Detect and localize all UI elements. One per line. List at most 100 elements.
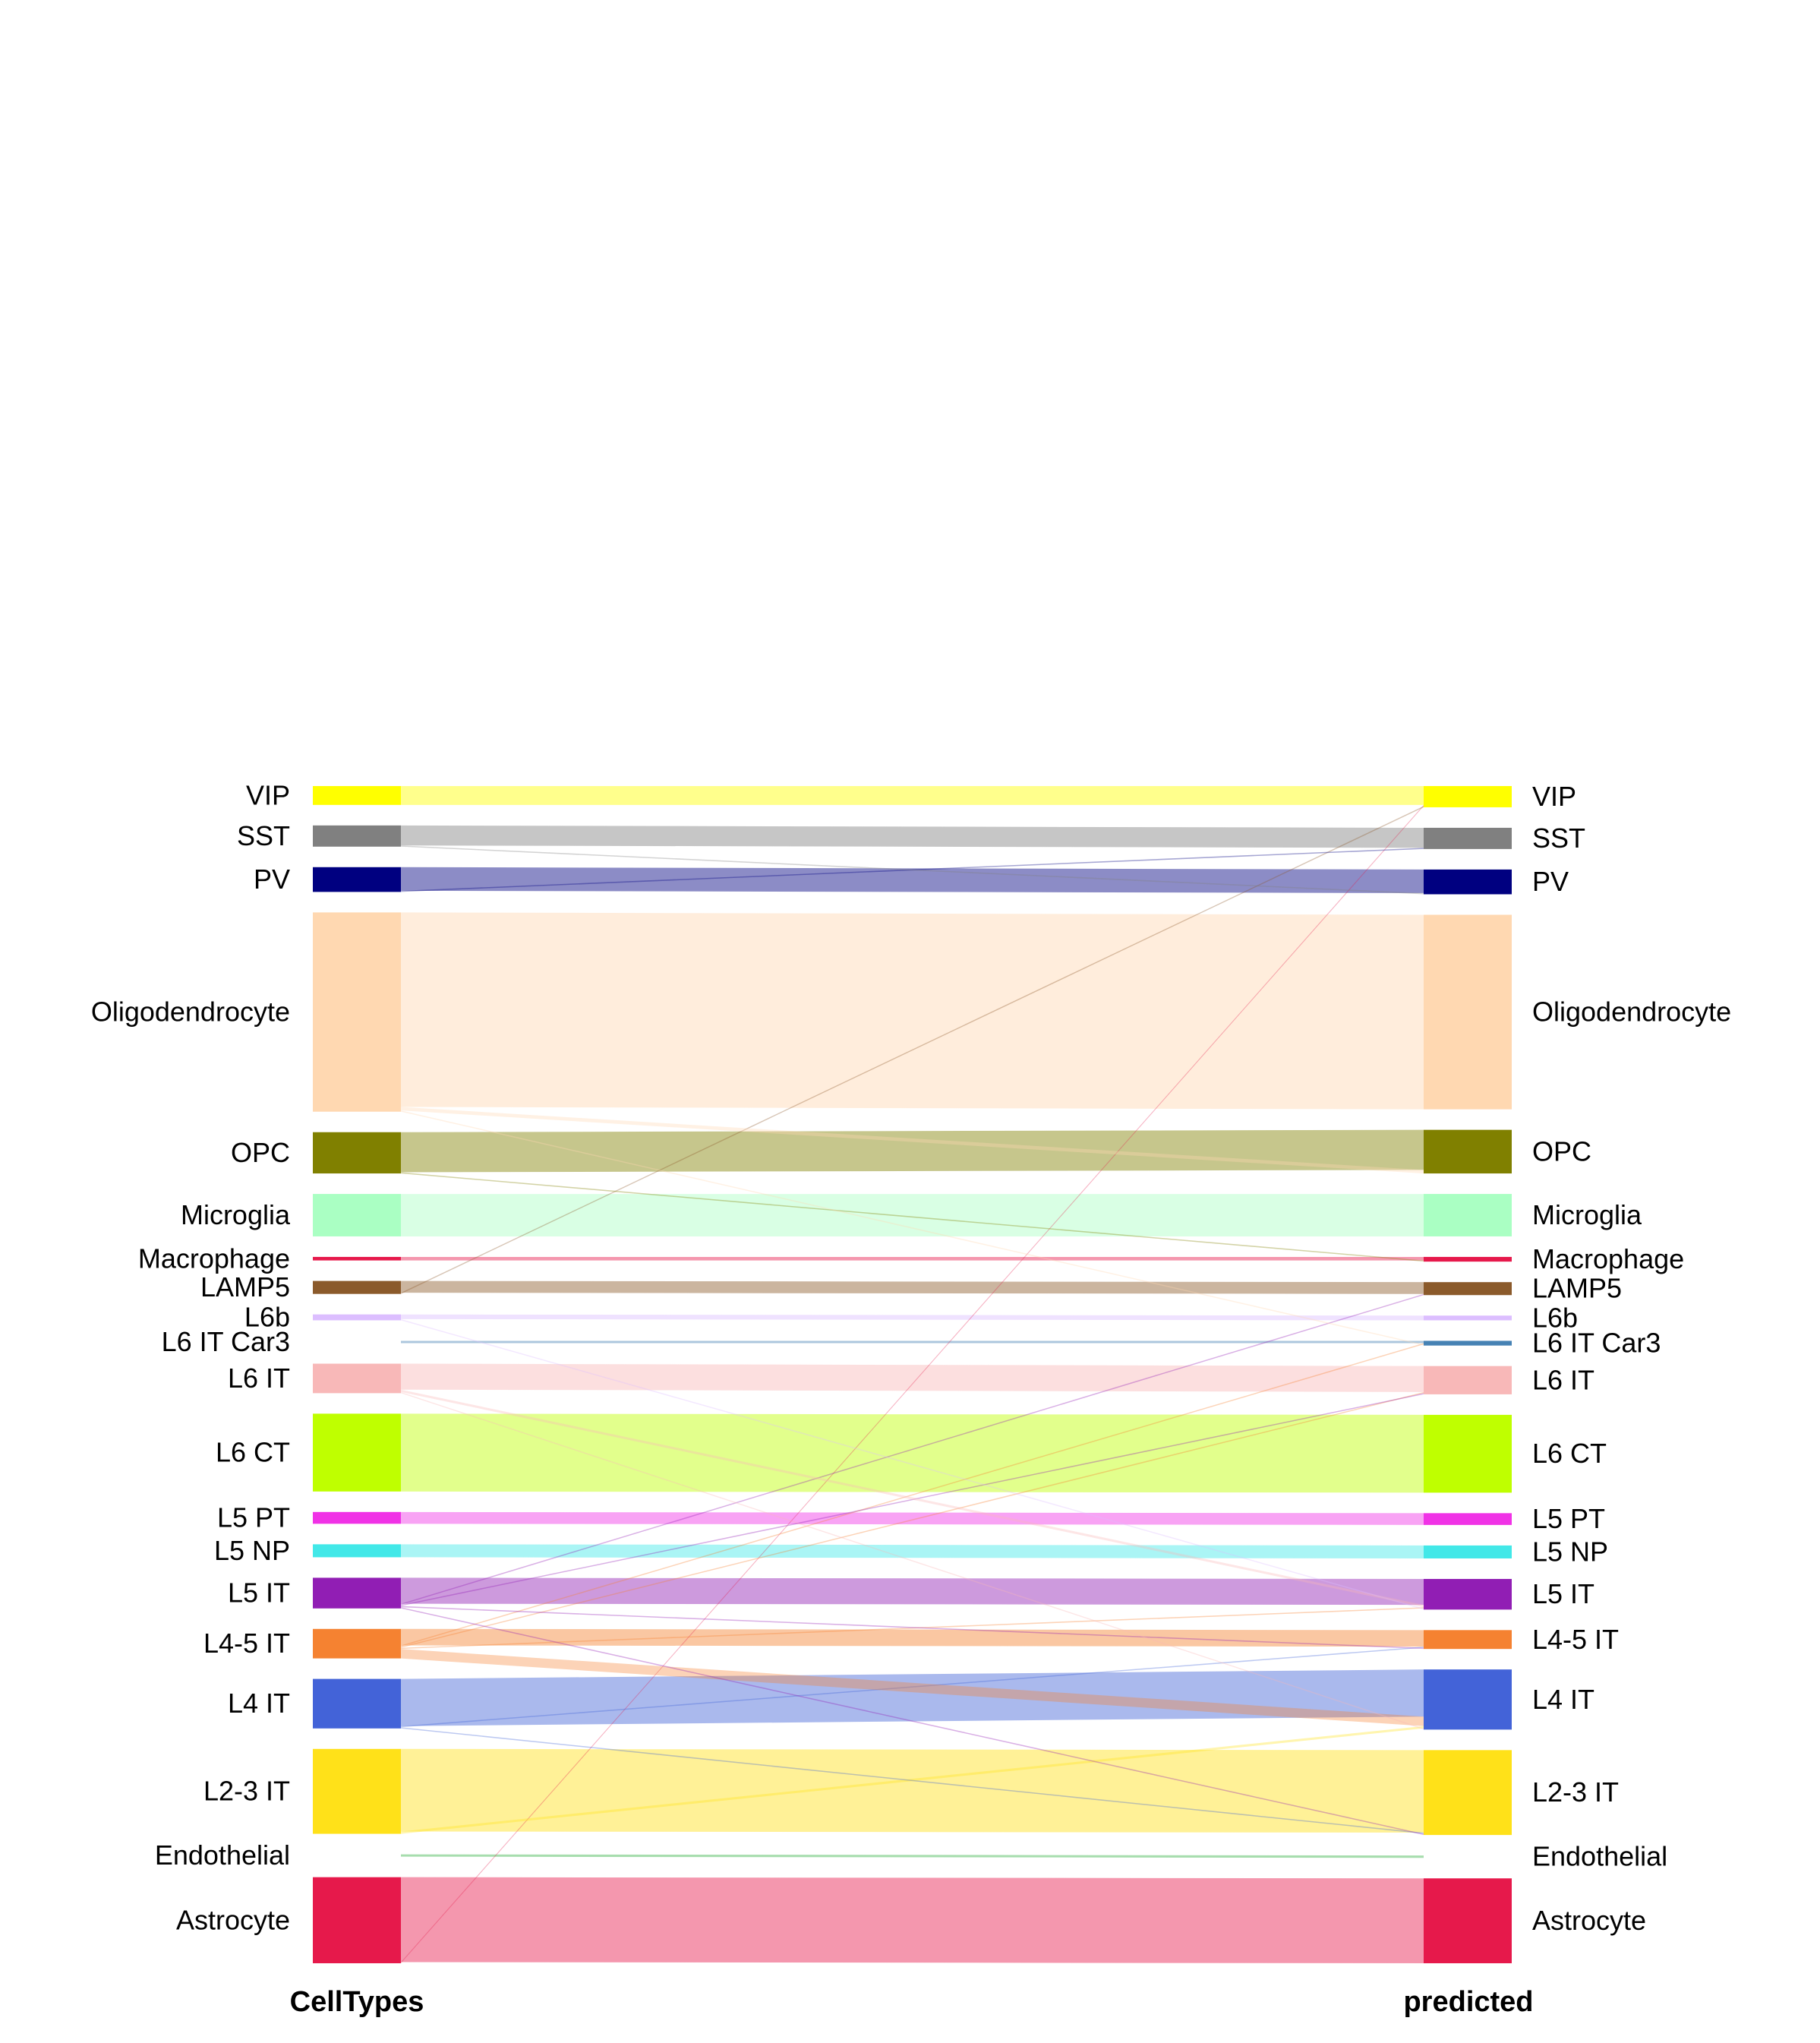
flow-l2-3-it-to-l4-it bbox=[401, 1726, 1424, 1834]
right-node-pv bbox=[1424, 869, 1512, 895]
left-axis-nodes bbox=[313, 786, 401, 1963]
flow-l6-ct-to-l6-ct bbox=[401, 1413, 1424, 1493]
flow-l5-it-to-l4-5-it bbox=[401, 1606, 1424, 1650]
right-node-l5-np bbox=[1424, 1545, 1512, 1558]
left-label-pv: PV bbox=[254, 864, 290, 895]
right-node-opc bbox=[1424, 1129, 1512, 1174]
flow-sst-to-pv bbox=[401, 845, 1424, 895]
flow-l6-it-to-l4-it bbox=[401, 1391, 1424, 1730]
left-node-l6b bbox=[313, 1314, 401, 1321]
flow-l5-it-to-l5-it bbox=[401, 1577, 1424, 1606]
left-node-l5-pt bbox=[313, 1511, 401, 1524]
right-node-macrophage bbox=[1424, 1256, 1512, 1262]
right-label-astrocyte: Astrocyte bbox=[1532, 1905, 1646, 1936]
flow-opc-to-macrophage bbox=[401, 1172, 1424, 1262]
left-node-astrocyte bbox=[313, 1877, 401, 1963]
flow-l4-5-it-to-l4-5-it bbox=[401, 1628, 1424, 1647]
left-label-l6-it: L6 IT bbox=[228, 1363, 290, 1394]
left-label-l5-pt: L5 PT bbox=[217, 1502, 290, 1533]
left-label-astrocyte: Astrocyte bbox=[176, 1904, 290, 1935]
right-label-l6-it-car3: L6 IT Car3 bbox=[1532, 1328, 1661, 1359]
node-labels: VIP VIP SST SST PV PV Oligodendrocyte Oligodend… bbox=[91, 779, 1731, 1936]
left-node-microglia bbox=[313, 1194, 401, 1236]
left-label-macrophage: Macrophage bbox=[138, 1243, 290, 1274]
left-label-lamp5: LAMP5 bbox=[200, 1271, 290, 1303]
left-node-vip bbox=[313, 786, 401, 805]
left-label-vip: VIP bbox=[246, 779, 290, 810]
flow-pv-to-pv bbox=[401, 867, 1424, 893]
left-label-sst: SST bbox=[237, 820, 290, 851]
flow-vip-to-vip bbox=[401, 786, 1424, 805]
flow-astrocyte-to-astrocyte bbox=[401, 1877, 1424, 1963]
left-node-l6-it bbox=[313, 1363, 401, 1394]
flow-endothelial-to-endothelial bbox=[401, 1854, 1424, 1858]
flow-lamp5-to-vip bbox=[401, 806, 1424, 1294]
flow-l6-it-car3-to-l6-it-car3 bbox=[401, 1340, 1424, 1344]
flow-oligodendrocyte-to-oligodendrocyte bbox=[401, 912, 1424, 1110]
right-label-l4-5-it: L4-5 IT bbox=[1532, 1624, 1619, 1655]
left-label-l5-it: L5 IT bbox=[228, 1577, 290, 1609]
flow-l6b-to-l6b bbox=[401, 1314, 1424, 1321]
right-node-l5-it bbox=[1424, 1578, 1512, 1610]
left-node-l6-ct bbox=[313, 1413, 401, 1492]
right-node-microglia bbox=[1424, 1194, 1512, 1236]
left-label-l6-it-car3: L6 IT Car3 bbox=[162, 1326, 290, 1357]
flow-l4-5-it-to-l5-it bbox=[401, 1607, 1424, 1650]
flow-oligodendrocyte-to-l6-it-car3 bbox=[401, 1110, 1424, 1346]
flow-l2-3-it-to-l2-3-it bbox=[401, 1748, 1424, 1833]
left-label-opc: OPC bbox=[231, 1137, 290, 1168]
right-axis-nodes bbox=[1424, 786, 1512, 1963]
right-label-l4-it: L4 IT bbox=[1532, 1684, 1594, 1715]
right-node-oligodendrocyte bbox=[1424, 914, 1512, 1110]
right-label-l6b: L6b bbox=[1532, 1302, 1578, 1333]
flow-l5-it-to-l6-it bbox=[401, 1393, 1424, 1606]
flow-astrocyte-to-vip bbox=[401, 804, 1424, 1963]
flow-l5-np-to-l5-np bbox=[401, 1544, 1424, 1558]
flow-l4-it-to-l4-5-it bbox=[401, 1647, 1424, 1728]
right-node-astrocyte bbox=[1424, 1878, 1512, 1963]
flow-l6b-to-l5-it bbox=[401, 1318, 1424, 1610]
right-node-sst bbox=[1424, 827, 1512, 849]
right-node-l6-ct bbox=[1424, 1414, 1512, 1493]
left-label-l2-3-it: L2-3 IT bbox=[203, 1776, 290, 1807]
right-node-l5-pt bbox=[1424, 1513, 1512, 1525]
flow-l4-5-it-to-l4-it bbox=[401, 1649, 1424, 1726]
left-node-lamp5 bbox=[313, 1280, 401, 1294]
right-label-l6-ct: L6 CT bbox=[1532, 1438, 1607, 1469]
right-node-l6-it bbox=[1424, 1366, 1512, 1394]
right-label-sst: SST bbox=[1532, 823, 1585, 854]
left-node-l4-5-it bbox=[313, 1628, 401, 1659]
flow-pv-to-sst bbox=[401, 848, 1424, 892]
left-label-microglia: Microglia bbox=[181, 1199, 291, 1230]
right-axis-title: predicted bbox=[1403, 1986, 1533, 2018]
left-axis-title: CellTypes bbox=[290, 1986, 424, 2018]
right-node-l6b bbox=[1424, 1315, 1512, 1321]
flow-l5-it-to-l2-3-it bbox=[401, 1607, 1424, 1836]
right-label-l5-np: L5 NP bbox=[1532, 1536, 1608, 1567]
right-label-microglia: Microglia bbox=[1532, 1199, 1642, 1230]
left-node-l5-it bbox=[313, 1577, 401, 1609]
flow-lamp5-to-lamp5 bbox=[401, 1280, 1424, 1294]
right-label-l5-pt: L5 PT bbox=[1532, 1503, 1605, 1534]
right-node-lamp5 bbox=[1424, 1282, 1512, 1296]
right-label-oligodendrocyte: Oligodendrocyte bbox=[1532, 996, 1731, 1028]
left-node-opc bbox=[313, 1132, 401, 1174]
right-label-lamp5: LAMP5 bbox=[1532, 1273, 1622, 1304]
right-label-l2-3-it: L2-3 IT bbox=[1532, 1776, 1619, 1808]
flow-oligodendrocyte-to-opc bbox=[401, 1107, 1424, 1174]
left-label-l5-np: L5 NP bbox=[214, 1535, 290, 1566]
flow-macrophage-to-macrophage bbox=[401, 1256, 1424, 1261]
left-node-sst bbox=[313, 825, 401, 847]
left-label-l4-it: L4 IT bbox=[228, 1688, 290, 1719]
right-node-l4-5-it bbox=[1424, 1630, 1512, 1650]
right-label-l6-it: L6 IT bbox=[1532, 1364, 1594, 1395]
left-node-l4-it bbox=[313, 1678, 401, 1729]
left-node-l5-np bbox=[313, 1544, 401, 1558]
right-label-endothelial: Endothelial bbox=[1532, 1841, 1667, 1872]
right-node-l4-it bbox=[1424, 1669, 1512, 1730]
left-label-oligodendrocyte: Oligodendrocyte bbox=[91, 996, 290, 1028]
right-label-macrophage: Macrophage bbox=[1532, 1243, 1684, 1274]
right-label-pv: PV bbox=[1532, 866, 1569, 897]
flow-l4-it-to-l4-it bbox=[401, 1669, 1424, 1726]
